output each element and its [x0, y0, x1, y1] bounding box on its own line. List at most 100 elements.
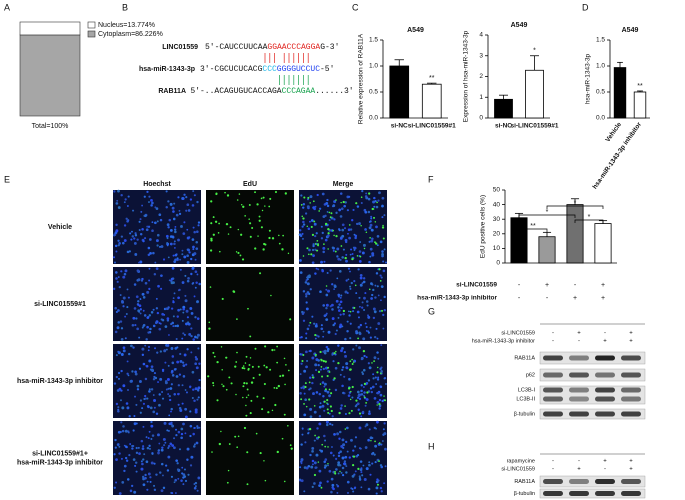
nucleus-dot	[327, 330, 331, 334]
nucleus-dot	[178, 288, 181, 291]
nucleus-dot	[332, 246, 336, 250]
condition-sign: -	[604, 467, 606, 473]
nucleus-dot	[308, 388, 311, 391]
edu-dot	[306, 225, 309, 228]
nucleus-dot	[129, 380, 132, 383]
edu-dot	[357, 467, 360, 471]
nucleus-dot	[148, 388, 151, 391]
nucleus-dot	[113, 486, 116, 489]
nucleus-dot	[349, 253, 352, 256]
nucleus-dot	[332, 487, 335, 491]
nucleus-dot	[347, 310, 350, 313]
nucleus-dot	[179, 308, 182, 311]
nucleus-dot	[168, 334, 170, 336]
nucleus-dot	[301, 433, 304, 436]
nucleus-dot	[139, 411, 142, 414]
nucleus-dot	[325, 288, 328, 291]
nucleus-dot	[341, 384, 344, 388]
nucleus-dot	[355, 292, 358, 295]
band-label: β-tubulin	[514, 411, 535, 417]
nucleus-dot	[156, 351, 159, 354]
nucleus-dot	[351, 253, 354, 255]
nucleus-dot	[299, 373, 302, 375]
nucleus-dot	[135, 451, 139, 455]
edu-dot	[210, 200, 213, 203]
nucleus-dot	[146, 446, 150, 450]
edu-dot	[215, 193, 218, 196]
nucleus-dot	[325, 318, 329, 322]
nucleus-dot	[173, 202, 176, 205]
nucleus-dot	[169, 242, 173, 246]
edu-dot	[259, 272, 262, 275]
edu-dot	[218, 222, 221, 225]
nucleus-dot	[191, 396, 194, 400]
nucleus-dot	[169, 387, 173, 390]
nucleus-dot	[120, 353, 124, 356]
nucleus-dot	[126, 406, 130, 410]
nucleus-dot	[113, 382, 117, 385]
nucleus-dot	[115, 354, 118, 357]
nucleus-dot	[379, 464, 383, 467]
nucleus-dot	[376, 420, 379, 424]
nucleus-dot	[164, 361, 167, 364]
nucleus-dot	[162, 486, 166, 490]
edu-dot	[248, 204, 251, 206]
nucleus-dot	[196, 300, 199, 303]
nucleus-dot	[146, 397, 149, 400]
nucleus-dot	[378, 191, 381, 195]
nucleus-dot	[372, 373, 375, 376]
edu-dot	[208, 327, 211, 330]
nucleus-dot	[179, 359, 183, 363]
nucleus-dot	[340, 471, 343, 474]
nucleus-dot	[361, 306, 364, 309]
edu-dot	[380, 372, 382, 375]
nucleus-dot	[197, 386, 201, 390]
nucleus-dot	[197, 224, 200, 227]
nucleus-dot	[152, 324, 156, 328]
nucleus-dot	[142, 475, 145, 478]
nucleus-dot	[317, 335, 320, 338]
nucleus-dot	[176, 346, 179, 349]
edu-dot	[348, 412, 351, 415]
nucleus-dot	[197, 221, 201, 224]
edu-dot	[351, 257, 354, 261]
nucleus-dot	[146, 480, 149, 483]
nucleus-dot	[375, 272, 379, 275]
nucleus-dot	[319, 207, 322, 210]
nucleus-dot	[185, 196, 188, 199]
nucleus-dot	[124, 315, 127, 318]
nucleus-dot	[156, 233, 160, 237]
nucleus-dot	[320, 237, 324, 240]
edu-dot	[241, 258, 245, 261]
significance: **	[429, 75, 435, 82]
row-label: Vehicle	[48, 224, 72, 231]
nucleus-dot	[370, 217, 373, 220]
micrograph	[299, 267, 387, 341]
nucleus-dot	[362, 280, 366, 284]
nucleus-dot	[360, 201, 363, 205]
nucleus-dot	[324, 464, 328, 468]
nucleus-dot	[197, 476, 201, 480]
blot-band	[569, 355, 589, 361]
nucleus-dot	[113, 190, 116, 193]
edu-dot	[359, 255, 362, 258]
edu-dot	[355, 399, 358, 402]
nucleus-dot	[166, 237, 169, 240]
edu-dot	[221, 297, 224, 301]
nucleus-dot	[376, 478, 379, 481]
nucleus-dot	[372, 316, 376, 320]
edu-dot	[219, 250, 221, 253]
micrograph	[113, 420, 201, 495]
nucleus-dot	[328, 469, 332, 473]
nucleus-dot	[147, 349, 150, 352]
edu-dot	[263, 382, 266, 386]
significance: *	[574, 200, 577, 207]
nucleus-dot	[181, 197, 185, 200]
column-header: EdU	[243, 181, 257, 188]
nucleus-dot	[167, 200, 170, 203]
nucleus-dot	[172, 297, 175, 300]
nucleus-dot	[189, 410, 192, 413]
nucleus-dot	[170, 475, 174, 478]
nucleus-dot	[155, 239, 159, 243]
nucleus-dot	[198, 282, 201, 286]
